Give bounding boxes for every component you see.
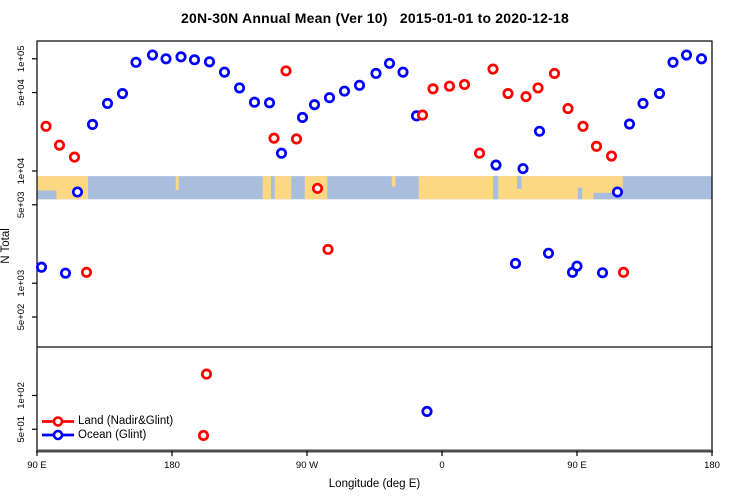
map-band-ocean-overlay bbox=[493, 176, 499, 200]
land-data-point bbox=[200, 368, 213, 380]
ocean-data-point bbox=[611, 186, 624, 198]
ocean-data-point bbox=[101, 97, 114, 109]
x-tick-label: 90 E bbox=[567, 460, 587, 471]
legend-symbol-land-marker bbox=[52, 416, 64, 427]
map-band-land-segment bbox=[274, 176, 292, 200]
x-tick-label: 180 bbox=[704, 460, 720, 471]
ocean-data-point bbox=[263, 97, 276, 109]
map-band-land-segment bbox=[262, 176, 271, 200]
ocean-data-point bbox=[35, 261, 48, 273]
ocean-data-point bbox=[296, 111, 309, 124]
ocean-data-point bbox=[637, 97, 649, 109]
legend-label-ocean: Ocean (Glint) bbox=[78, 428, 147, 441]
map-band-ocean-overlay bbox=[577, 187, 583, 200]
x-tick-label: 90 E bbox=[27, 460, 47, 471]
ocean-data-point bbox=[533, 125, 546, 137]
ocean-data-point bbox=[203, 56, 216, 68]
x-axis-label: Longitude (deg E) bbox=[328, 478, 421, 490]
land-data-point bbox=[502, 87, 514, 100]
x-tick-label: 0 bbox=[439, 460, 444, 471]
land-data-point bbox=[548, 67, 561, 79]
ocean-data-point bbox=[308, 99, 321, 111]
land-data-point bbox=[473, 147, 486, 159]
chart-title: 20N-30N Annual Mean (Ver 10) 2015-01-01 … bbox=[181, 10, 569, 26]
y-tick-label: 5e+01 bbox=[16, 416, 27, 443]
land-data-point bbox=[605, 150, 618, 162]
ocean-data-point bbox=[680, 49, 693, 61]
ocean-data-point bbox=[397, 66, 409, 78]
land-data-point bbox=[487, 63, 499, 75]
ocean-data-point bbox=[71, 186, 84, 198]
land-data-point bbox=[427, 83, 439, 95]
ocean-data-point bbox=[517, 163, 529, 175]
plot-border bbox=[36, 40, 713, 452]
land-data-point bbox=[268, 132, 280, 144]
y-axis-label: N Total bbox=[0, 228, 12, 264]
y-tick-label: 1e+02 bbox=[16, 382, 27, 409]
ocean-data-point bbox=[353, 79, 366, 91]
land-data-point bbox=[68, 151, 81, 163]
ocean-data-point bbox=[571, 260, 583, 272]
land-data-point bbox=[520, 91, 532, 103]
ocean-data-point bbox=[653, 87, 666, 100]
ocean-data-point bbox=[146, 49, 159, 61]
ocean-data-point bbox=[490, 159, 502, 171]
legend-label-land: Land (Nadir&Glint) bbox=[78, 415, 174, 427]
ocean-data-point bbox=[218, 66, 231, 78]
ocean-data-point bbox=[509, 257, 522, 270]
map-band-ocean-overlay bbox=[517, 176, 522, 189]
ocean-data-point bbox=[130, 56, 142, 68]
map-band-ocean-overlay bbox=[37, 190, 57, 200]
land-data-point bbox=[311, 182, 324, 194]
x-tick-label: 180 bbox=[164, 460, 180, 471]
ocean-data-point bbox=[323, 92, 336, 104]
ocean-data-point bbox=[370, 67, 382, 79]
land-data-point bbox=[40, 120, 52, 132]
ocean-data-point bbox=[175, 51, 187, 63]
land-data-point bbox=[443, 80, 456, 92]
land-data-point bbox=[562, 103, 574, 115]
land-data-point bbox=[322, 243, 334, 255]
ocean-data-point bbox=[86, 118, 99, 130]
map-band-land-segment bbox=[175, 176, 179, 191]
land-data-point bbox=[416, 109, 429, 121]
ocean-data-point bbox=[188, 54, 201, 66]
ocean-data-point bbox=[338, 85, 351, 97]
ocean-data-point bbox=[248, 96, 261, 108]
y-tick-label: 5e+04 bbox=[16, 79, 27, 106]
ocean-data-point bbox=[695, 53, 708, 65]
ocean-data-point bbox=[596, 267, 609, 279]
y-tick-label: 1e+03 bbox=[16, 270, 27, 297]
map-band-land-segment bbox=[391, 176, 396, 187]
map-band-ocean-overlay bbox=[593, 192, 623, 200]
ocean-data-point bbox=[421, 405, 433, 418]
land-data-point bbox=[590, 140, 603, 152]
legend-symbol-ocean-marker bbox=[52, 429, 64, 441]
land-data-point bbox=[617, 266, 630, 278]
ocean-data-point bbox=[542, 247, 555, 259]
y-tick-label: 1e+04 bbox=[16, 158, 27, 185]
land-data-point bbox=[458, 78, 471, 91]
land-data-point bbox=[290, 133, 303, 145]
y-tick-label: 1e+05 bbox=[16, 45, 27, 72]
ocean-data-point bbox=[59, 267, 72, 279]
land-data-point bbox=[577, 120, 589, 132]
ocean-data-point bbox=[623, 118, 636, 130]
ocean-data-point bbox=[233, 82, 246, 94]
ocean-data-point bbox=[275, 147, 288, 159]
land-data-point bbox=[532, 82, 544, 94]
land-data-point bbox=[80, 266, 93, 278]
ocean-data-point bbox=[667, 56, 679, 68]
x-tick-label: 90 W bbox=[296, 460, 318, 471]
ocean-data-point bbox=[116, 87, 129, 100]
ocean-data-point bbox=[383, 57, 396, 69]
ocean-data-point bbox=[160, 53, 172, 65]
land-data-point bbox=[280, 65, 292, 77]
land-data-point bbox=[197, 429, 210, 442]
y-tick-label: 5e+03 bbox=[16, 191, 27, 218]
y-tick-label: 5e+02 bbox=[16, 304, 27, 331]
land-data-point bbox=[53, 139, 66, 151]
